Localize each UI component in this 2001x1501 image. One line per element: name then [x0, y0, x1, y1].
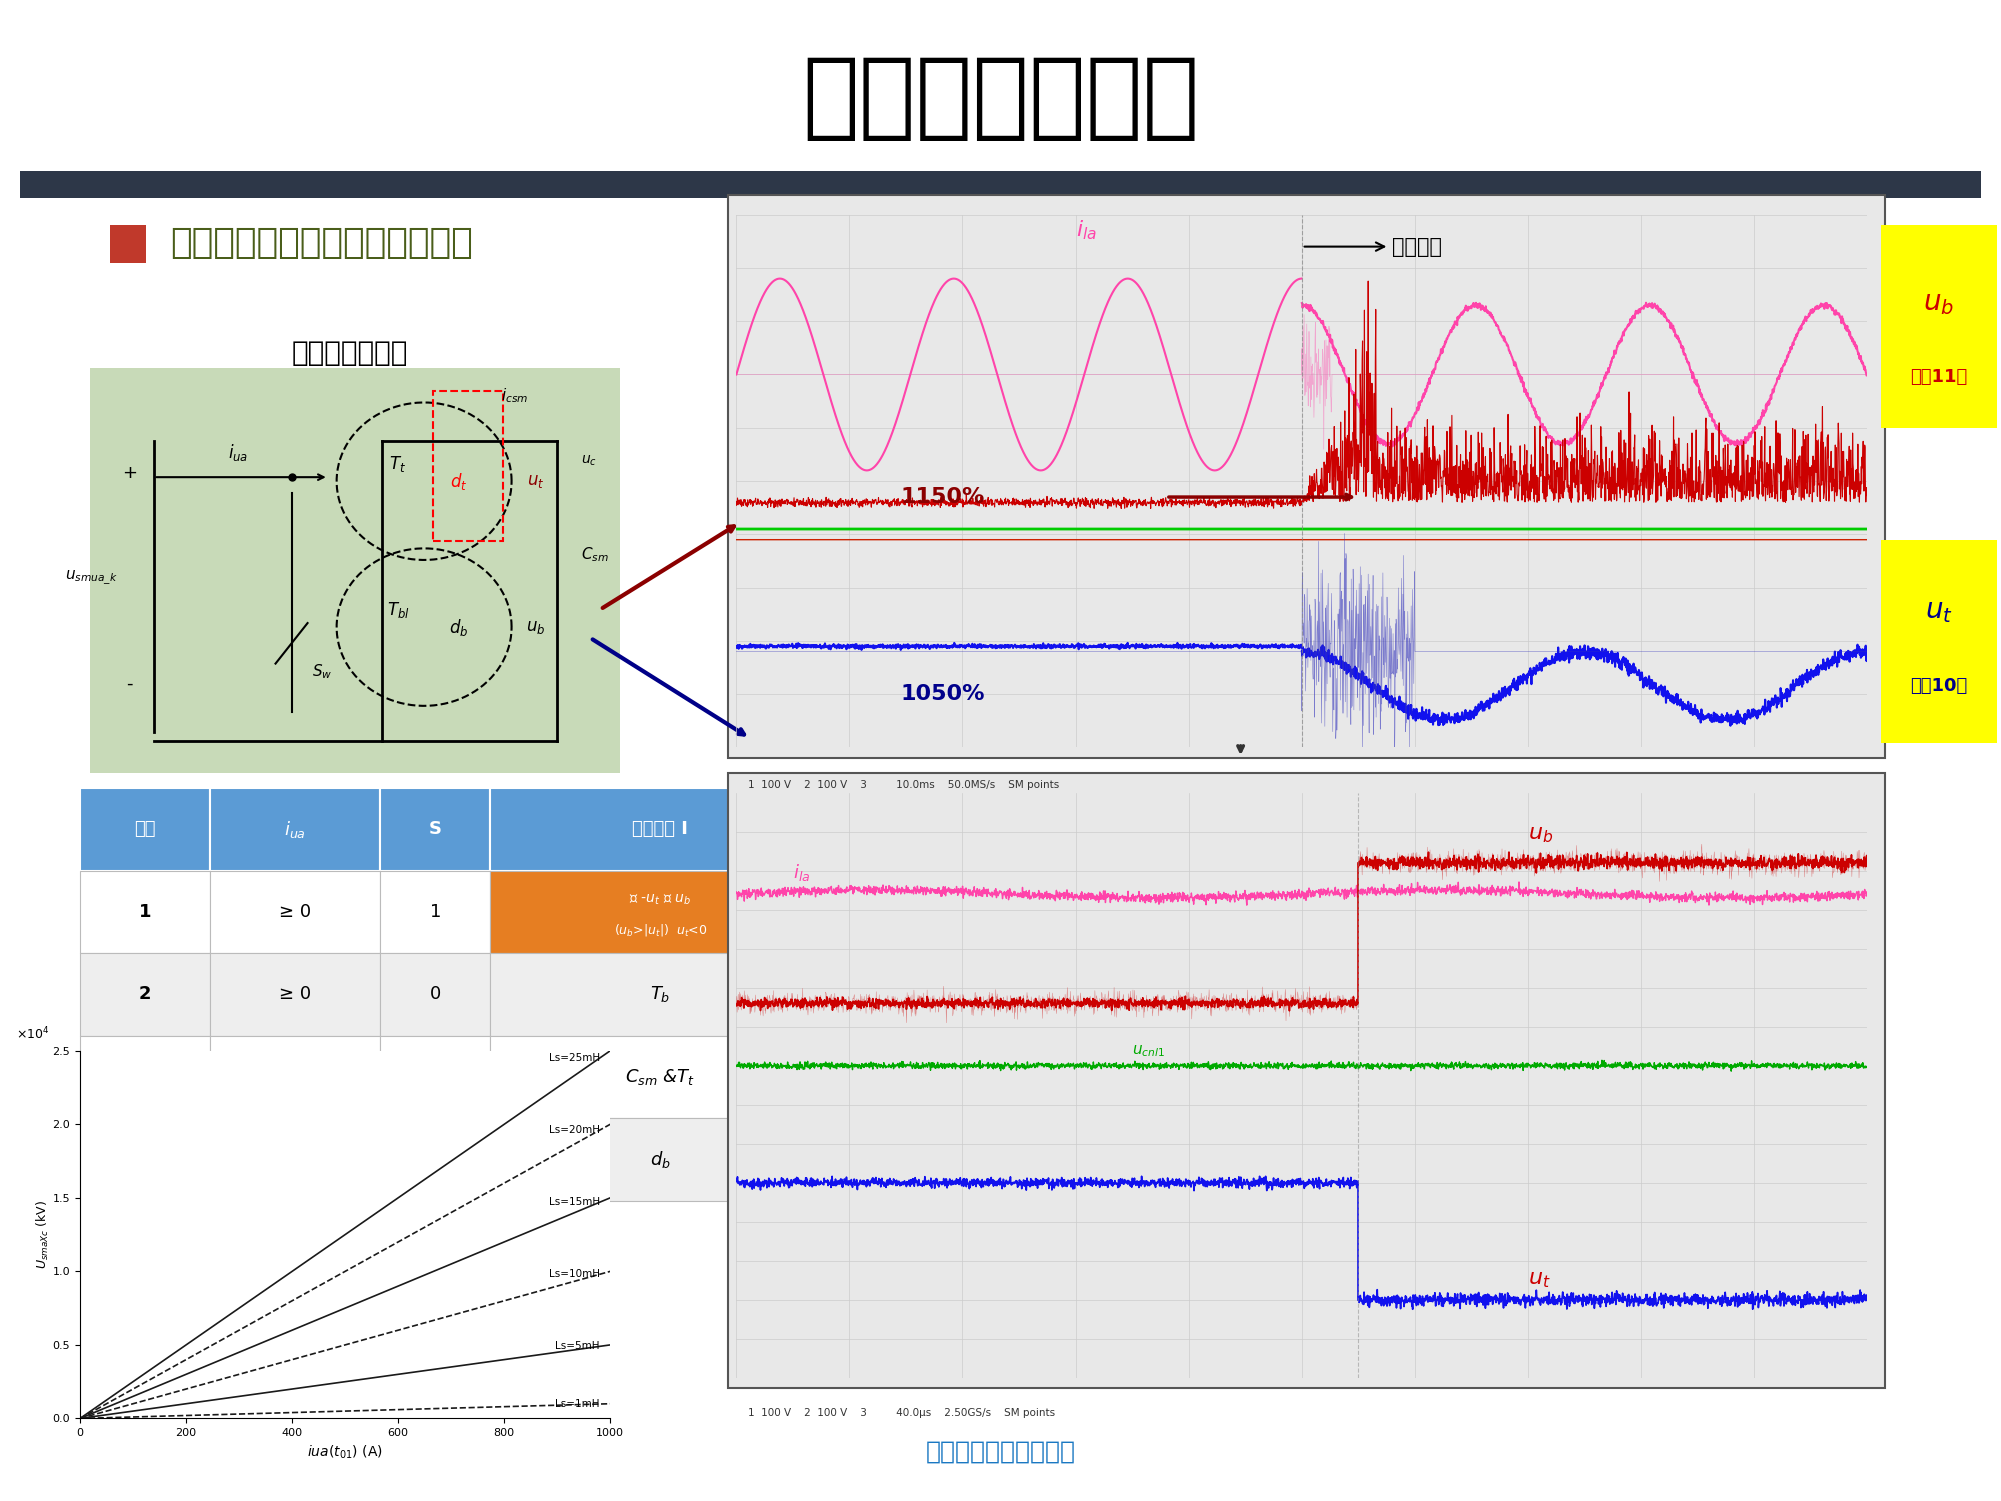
- Bar: [380, 1036, 490, 1118]
- Bar: [490, 953, 830, 1036]
- Bar: [80, 953, 210, 1036]
- Text: 1150%: 1150%: [900, 486, 984, 507]
- Text: 0: 0: [430, 986, 440, 1003]
- Y-axis label: $U_{smaXc}$ (kV): $U_{smaXc}$ (kV): [36, 1199, 52, 1270]
- Text: 超过11倍: 超过11倍: [1911, 368, 1967, 386]
- Bar: [210, 788, 380, 871]
- Bar: [432, 392, 502, 542]
- Bar: [110, 225, 146, 263]
- Text: 0: 0: [430, 1151, 440, 1168]
- Text: Ls=10mH: Ls=10mH: [548, 1270, 600, 1279]
- Text: Ls=20mH: Ls=20mH: [548, 1126, 600, 1135]
- Bar: [80, 1036, 210, 1118]
- Text: 1: 1: [138, 904, 152, 920]
- X-axis label: $iua(t_{01})$ (A): $iua(t_{01})$ (A): [308, 1444, 382, 1460]
- Text: $u_b$: $u_b$: [1923, 290, 1955, 317]
- Text: $u_c$: $u_c$: [580, 453, 596, 468]
- Text: $S_w$: $S_w$: [312, 662, 332, 681]
- Text: $T_{bl}$: $T_{bl}$: [386, 599, 410, 620]
- Bar: [1881, 540, 1997, 743]
- Text: 二极管故障诊断: 二极管故障诊断: [802, 51, 1199, 144]
- Text: 模式: 模式: [134, 821, 156, 838]
- Bar: [490, 871, 830, 953]
- Text: 2: 2: [138, 986, 152, 1003]
- Text: $d_b$: $d_b$: [450, 617, 468, 638]
- Bar: [210, 1036, 380, 1118]
- Bar: [380, 953, 490, 1036]
- Bar: [80, 1118, 210, 1201]
- Text: $T_t$: $T_t$: [390, 453, 406, 474]
- Bar: [1881, 225, 1997, 428]
- Text: $C_{sm}$: $C_{sm}$: [580, 545, 608, 563]
- Bar: [90, 368, 620, 773]
- Text: 1: 1: [430, 904, 440, 920]
- Text: Ls=1mH: Ls=1mH: [554, 1399, 600, 1409]
- Text: $\times 10^4$: $\times 10^4$: [16, 1027, 50, 1043]
- Bar: [380, 871, 490, 953]
- Bar: [490, 788, 830, 871]
- Text: $u_{cnl1}$: $u_{cnl1}$: [1133, 1043, 1165, 1058]
- Text: $u_t$: $u_t$: [526, 473, 544, 491]
- Text: $u_t$: $u_t$: [1925, 597, 1953, 624]
- Text: 故障发生: 故障发生: [1305, 237, 1443, 257]
- Text: 二极管开路故障: 二极管开路故障: [292, 339, 408, 366]
- Text: 基于压敏电阻的二极管故障保护: 基于压敏电阻的二极管故障保护: [170, 227, 472, 260]
- Bar: [728, 773, 1885, 1388]
- Text: 《电工技术学报》发布: 《电工技术学报》发布: [926, 1439, 1075, 1463]
- Bar: [80, 871, 210, 953]
- Bar: [210, 1118, 380, 1201]
- Text: $C_{sm}$ &$T_t$: $C_{sm}$ &$T_t$: [626, 1067, 694, 1087]
- Text: Ls=25mH: Ls=25mH: [548, 1054, 600, 1063]
- Text: $u_b$: $u_b$: [526, 618, 544, 636]
- Text: ($u_b$>|$u_t$|)  $u_t$<0: ($u_b$>|$u_t$|) $u_t$<0: [614, 922, 706, 938]
- Text: $d_b$: $d_b$: [650, 1150, 670, 1169]
- Text: 高 -$u_t$ 和 $u_b$: 高 -$u_t$ 和 $u_b$: [630, 892, 690, 907]
- Text: 故障类型 I: 故障类型 I: [632, 821, 688, 838]
- Bar: [380, 788, 490, 871]
- Text: $u_{smua\_k}$: $u_{smua\_k}$: [64, 569, 118, 587]
- Text: $u_b$: $u_b$: [1529, 826, 1553, 845]
- Bar: [490, 1036, 830, 1118]
- Text: < 0: < 0: [280, 1069, 310, 1085]
- Text: $i_{ua}$: $i_{ua}$: [284, 820, 306, 839]
- Bar: [80, 788, 210, 871]
- Bar: [380, 1118, 490, 1201]
- Text: < 0: < 0: [280, 1151, 310, 1168]
- Text: 1050%: 1050%: [900, 684, 984, 704]
- Bar: [490, 1118, 830, 1201]
- Text: +: +: [122, 464, 138, 482]
- Text: ≥ 0: ≥ 0: [278, 986, 312, 1003]
- Text: 3: 3: [138, 1069, 152, 1085]
- Text: 1  100 V    2  100 V    3         10.0ms    50.0MS/s    SM points: 1 100 V 2 100 V 3 10.0ms 50.0MS/s SM poi…: [748, 781, 1059, 790]
- Text: $i_{la}$: $i_{la}$: [792, 863, 810, 884]
- Text: $d_t$: $d_t$: [450, 471, 468, 492]
- Text: 超过10倍: 超过10倍: [1911, 677, 1967, 695]
- Text: $i_{ua}$: $i_{ua}$: [228, 443, 248, 464]
- Text: $T_b$: $T_b$: [650, 985, 670, 1004]
- Text: 1: 1: [430, 1069, 440, 1085]
- Text: $u_t$: $u_t$: [1529, 1270, 1551, 1289]
- Text: $i_{la}$: $i_{la}$: [1077, 218, 1097, 242]
- Text: $i_{csm}$: $i_{csm}$: [500, 387, 528, 405]
- Text: ≥ 0: ≥ 0: [278, 904, 312, 920]
- Text: S: S: [428, 821, 442, 838]
- Text: Ls=15mH: Ls=15mH: [548, 1198, 600, 1207]
- Text: 4: 4: [138, 1151, 152, 1168]
- Bar: [728, 195, 1885, 758]
- Bar: [210, 953, 380, 1036]
- Bar: [20, 171, 1981, 198]
- Text: Ls=5mH: Ls=5mH: [554, 1342, 600, 1351]
- Bar: [210, 871, 380, 953]
- Text: -: -: [126, 675, 132, 693]
- Text: 1  100 V    2  100 V    3         40.0μs    2.50GS/s    SM points: 1 100 V 2 100 V 3 40.0μs 2.50GS/s SM poi…: [748, 1408, 1055, 1418]
